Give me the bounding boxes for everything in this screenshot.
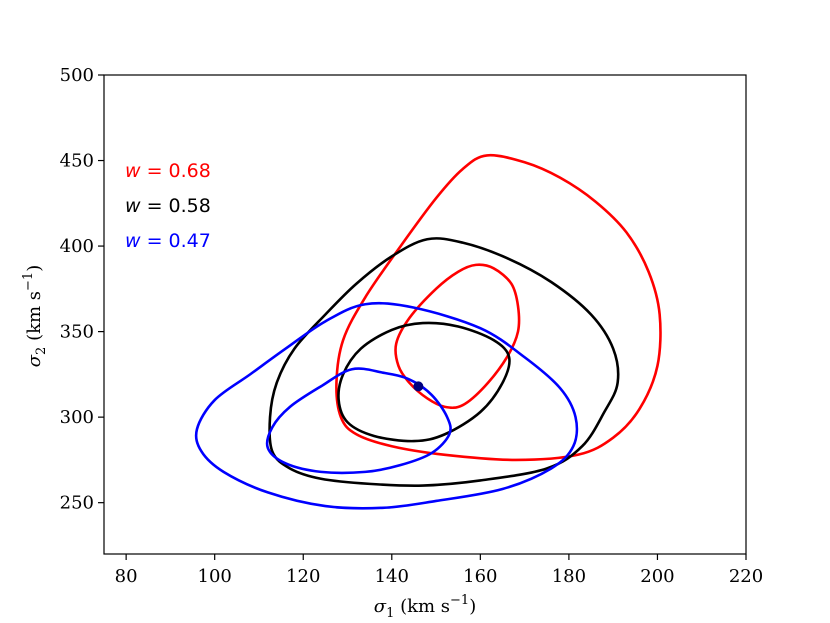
contour-inner-000000 [337,321,511,443]
x-axis: 80 100 120 140 160 180 200 220 [115,554,763,587]
contour-outer-ff0000 [335,153,662,462]
center-point-0 [413,381,424,392]
x-tick-label: 160 [463,566,497,587]
legend-entry: w = 0.47 [125,230,211,252]
y-tick-label: 500 [60,65,94,86]
x-tick-label: 100 [198,566,232,587]
plot-frame [103,74,747,555]
x-tick-label: 180 [552,566,586,587]
y-tick-label: 350 [60,322,94,343]
x-tick-label: 140 [375,566,409,587]
y-axis: 250 300 350 400 450 500 [60,65,104,514]
y-axis-label: σ2 (km s−1) [21,265,49,367]
plot-area [104,75,746,554]
center-markers [413,381,424,392]
contour-outer-0000ff [194,301,579,510]
x-tick-label: 200 [640,566,674,587]
legend-entry: w = 0.68 [125,160,211,182]
y-tick-label: 250 [60,493,94,514]
legend-entry: w = 0.58 [125,195,211,217]
y-tick-label: 300 [60,407,94,428]
legend: w = 0.68 w = 0.58 w = 0.47 [125,160,211,252]
x-tick-label: 80 [115,566,138,587]
y-tick-label: 400 [60,236,94,257]
x-tick-label: 120 [286,566,320,587]
contour-outer-000000 [268,237,620,488]
y-tick-label: 450 [60,151,94,172]
x-tick-label: 220 [729,566,763,587]
x-axis-label: σ1 (km s−1) [374,593,476,621]
